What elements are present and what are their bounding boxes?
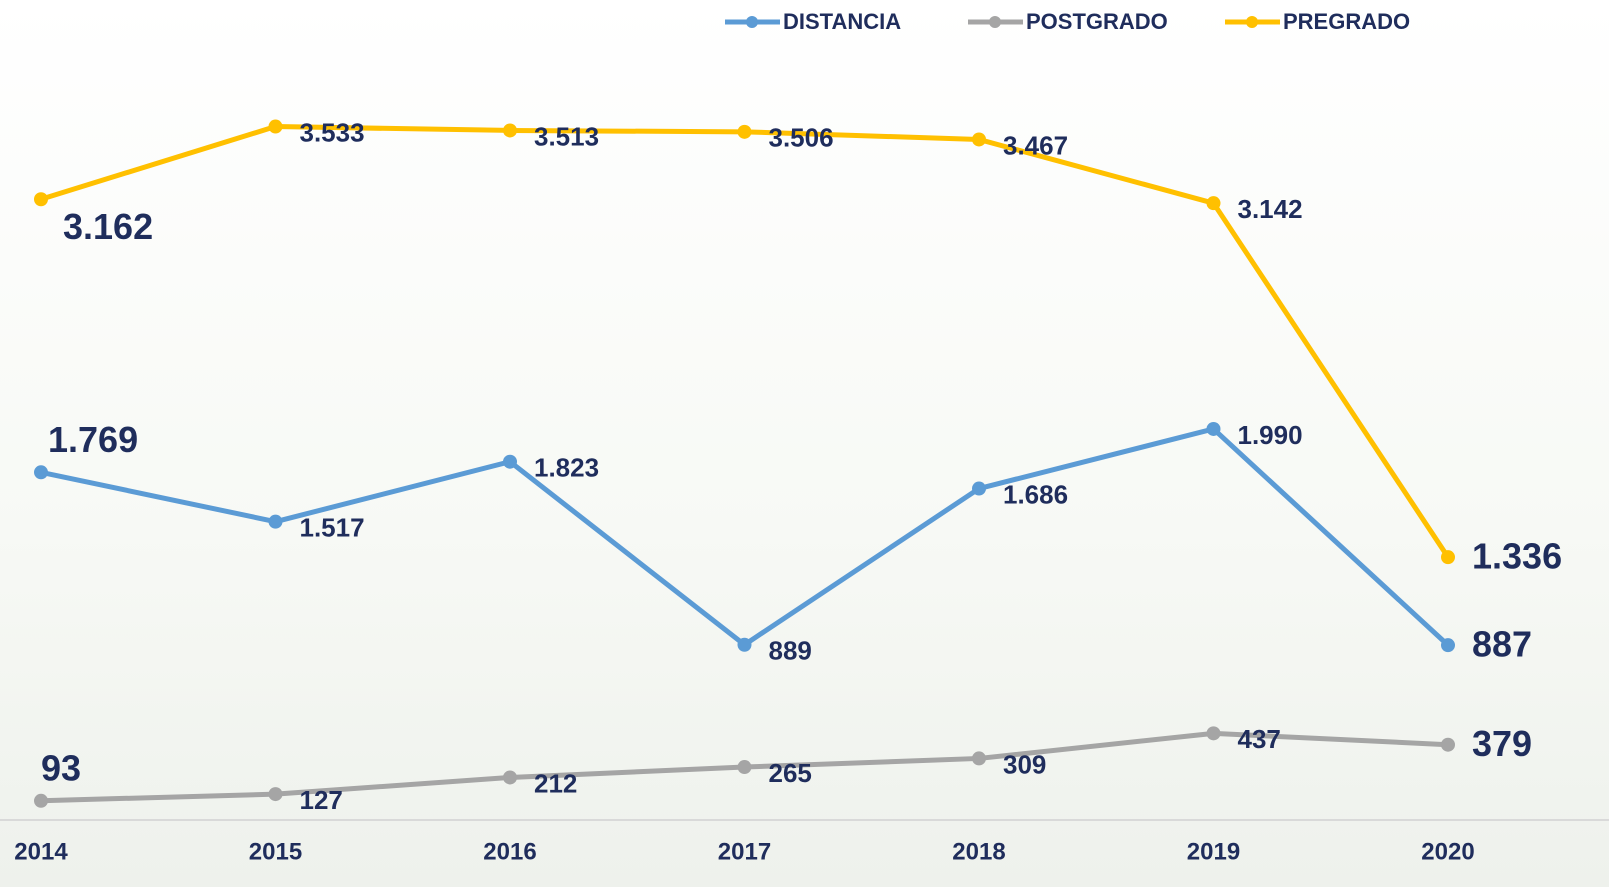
x-tick-label: 2014 xyxy=(14,838,68,865)
data-label: 3.467 xyxy=(1003,130,1068,160)
data-point xyxy=(972,481,986,496)
legend-text: DISTANCIA xyxy=(783,9,901,34)
data-point xyxy=(972,751,986,766)
data-point xyxy=(737,124,752,139)
legend-marker xyxy=(746,16,758,28)
data-label: 3.162 xyxy=(63,206,153,247)
data-point xyxy=(1441,550,1455,565)
data-label: 3.533 xyxy=(300,117,365,147)
data-label: 3.506 xyxy=(769,123,834,153)
data-label: 212 xyxy=(534,768,577,798)
data-label: 887 xyxy=(1472,624,1532,665)
data-label: 889 xyxy=(769,636,812,666)
data-label: 265 xyxy=(769,758,812,788)
data-point xyxy=(1206,421,1221,436)
legend-marker xyxy=(989,16,1001,28)
data-point xyxy=(34,793,48,808)
data-label: 3.142 xyxy=(1238,194,1303,224)
data-label: 127 xyxy=(300,785,343,815)
data-label: 1.336 xyxy=(1472,536,1562,577)
data-label: 1.769 xyxy=(48,419,138,460)
x-tick-label: 2018 xyxy=(952,838,1005,865)
data-point xyxy=(1441,737,1455,752)
data-label: 3.513 xyxy=(534,121,599,151)
x-tick-label: 2017 xyxy=(718,838,771,865)
data-label: 379 xyxy=(1472,723,1532,764)
data-point xyxy=(34,192,48,207)
data-point xyxy=(268,514,283,529)
data-point xyxy=(503,123,517,138)
data-label: 1.990 xyxy=(1238,420,1303,450)
data-point xyxy=(503,770,517,785)
x-tick-label: 2020 xyxy=(1421,838,1474,865)
data-point xyxy=(34,465,48,480)
data-point xyxy=(1206,196,1221,211)
x-tick-label: 2019 xyxy=(1187,838,1240,865)
legend-marker xyxy=(1246,16,1258,28)
data-point xyxy=(1441,638,1455,653)
x-tick-label: 2016 xyxy=(483,838,536,865)
data-label: 437 xyxy=(1238,724,1281,754)
legend-text: PREGRADO xyxy=(1283,9,1410,34)
data-label: 309 xyxy=(1003,749,1046,779)
legend-text: POSTGRADO xyxy=(1026,9,1168,34)
data-point xyxy=(268,119,283,134)
data-label: 1.686 xyxy=(1003,479,1068,509)
data-label: 1.517 xyxy=(300,513,365,543)
data-point xyxy=(1206,726,1221,741)
data-point xyxy=(737,760,752,775)
data-point xyxy=(268,787,283,802)
x-tick-label: 2015 xyxy=(249,838,302,865)
data-point xyxy=(972,132,986,147)
data-point xyxy=(503,454,517,469)
data-point xyxy=(737,637,752,652)
data-label: 1.823 xyxy=(534,453,599,483)
data-label: 93 xyxy=(41,747,81,788)
